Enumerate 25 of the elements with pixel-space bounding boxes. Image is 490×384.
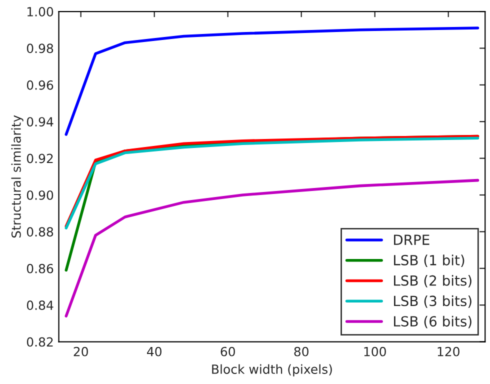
- line-series: [64, 26, 480, 136]
- x-tick-label: 100: [364, 346, 386, 356]
- y-tick-label: 0.84: [26, 300, 54, 310]
- y-tick-label: 0.82: [26, 337, 53, 347]
- y-tick-label: 0.98: [26, 44, 54, 54]
- legend-label: DRPE: [394, 234, 430, 245]
- x-tick-label: 80: [294, 346, 308, 356]
- y-tick-label: 0.96: [26, 80, 54, 90]
- x-tick-label: 40: [147, 346, 162, 356]
- y-tick-label: 1.00: [27, 6, 54, 16]
- y-tick-label: 0.86: [26, 264, 54, 274]
- y-tick-label: 0.90: [26, 190, 54, 200]
- y-tick-label: 0.94: [26, 117, 54, 127]
- y-tick-label: 0.92: [26, 154, 53, 164]
- y-tick-label: 0.88: [26, 227, 54, 237]
- legend-label: LSB (6 bits): [394, 316, 472, 328]
- x-axis-title: Block width (pixels): [212, 364, 332, 376]
- legend-label: LSB (3 bits): [394, 295, 472, 308]
- x-tick-label: 60: [220, 346, 235, 356]
- x-tick-label: 20: [74, 346, 88, 356]
- x-tick-label: 120: [438, 346, 460, 356]
- legend-label: LSB (1 bit): [394, 254, 464, 268]
- y-axis-title: Structural similarity: [11, 115, 24, 238]
- legend-label: LSB (2 bits): [394, 275, 472, 288]
- line-series: [64, 178, 480, 318]
